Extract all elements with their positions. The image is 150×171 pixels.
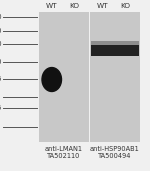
FancyBboxPatch shape: [39, 12, 88, 142]
Text: WT: WT: [46, 3, 57, 9]
FancyBboxPatch shape: [91, 45, 139, 56]
Text: 100: 100: [0, 41, 2, 48]
Text: 25: 25: [0, 123, 2, 130]
Text: TA502110: TA502110: [47, 153, 80, 159]
Text: KO: KO: [70, 3, 80, 9]
FancyBboxPatch shape: [90, 12, 140, 142]
Text: TA500494: TA500494: [98, 153, 132, 159]
Text: WT: WT: [97, 3, 108, 9]
FancyBboxPatch shape: [91, 41, 139, 45]
Text: KO: KO: [121, 3, 131, 9]
Ellipse shape: [42, 68, 62, 91]
Text: anti-HSP90AB1: anti-HSP90AB1: [90, 146, 140, 152]
Text: 55: 55: [0, 76, 2, 82]
Text: 130: 130: [0, 28, 2, 34]
Text: 35: 35: [0, 105, 2, 111]
Text: 170: 170: [0, 14, 2, 20]
Text: 70: 70: [0, 58, 2, 65]
Text: 40: 40: [0, 94, 2, 101]
Text: anti-LMAN1: anti-LMAN1: [45, 146, 83, 152]
